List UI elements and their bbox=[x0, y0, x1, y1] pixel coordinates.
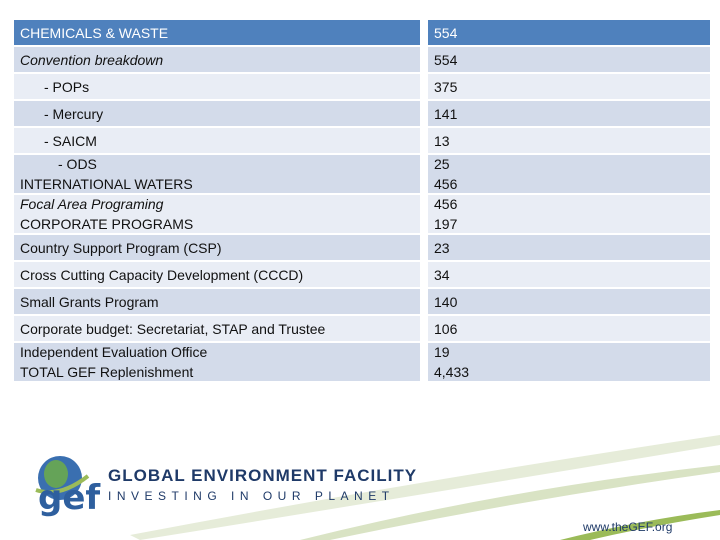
org-name: GLOBAL ENVIRONMENT FACILITY bbox=[108, 466, 418, 485]
row-value: 141 bbox=[428, 101, 710, 128]
website-url: www.theGEF.org bbox=[583, 520, 673, 534]
row-label: - Mercury bbox=[14, 101, 428, 128]
row-label: CHEMICALS & WASTE bbox=[14, 20, 428, 47]
row-value: 554 bbox=[428, 47, 710, 74]
row-label: - ODS INTERNATIONAL WATERS bbox=[14, 155, 428, 195]
row-label-line1: Focal Area Programing bbox=[20, 196, 164, 212]
row-value: 19 4,433 bbox=[428, 343, 710, 383]
table-row: - SAICM 13 bbox=[14, 128, 710, 155]
table-row: CHEMICALS & WASTE 554 bbox=[14, 20, 710, 47]
row-value-line1: 19 bbox=[434, 344, 450, 360]
data-table: CHEMICALS & WASTE 554 Convention breakdo… bbox=[14, 20, 710, 383]
row-value: 34 bbox=[428, 262, 710, 289]
row-value-line2: 4,433 bbox=[434, 364, 470, 380]
row-label-line2: TOTAL GEF Replenishment bbox=[20, 364, 194, 380]
row-label: Convention breakdown bbox=[14, 47, 428, 74]
table-row: - POPs 375 bbox=[14, 74, 710, 101]
row-label-line2: CORPORATE PROGRAMS bbox=[20, 216, 194, 232]
table-row: Small Grants Program 140 bbox=[14, 289, 710, 316]
table-row: Convention breakdown 554 bbox=[14, 47, 710, 74]
row-label: Corporate budget: Secretariat, STAP and … bbox=[14, 316, 428, 343]
row-value: 375 bbox=[428, 74, 710, 101]
row-label: Focal Area Programing CORPORATE PROGRAMS bbox=[14, 195, 428, 235]
row-label: - POPs bbox=[14, 74, 428, 101]
row-label: Independent Evaluation Office TOTAL GEF … bbox=[14, 343, 428, 383]
row-label: Country Support Program (CSP) bbox=[14, 235, 428, 262]
row-value: 456 197 bbox=[428, 195, 710, 235]
swoosh-shape bbox=[300, 465, 720, 540]
row-value: 23 bbox=[428, 235, 710, 262]
row-value-line1: 456 bbox=[434, 196, 458, 212]
swoosh-shape bbox=[130, 435, 720, 540]
table-row: Focal Area Programing CORPORATE PROGRAMS… bbox=[14, 195, 710, 235]
table-row: - ODS INTERNATIONAL WATERS 25 456 bbox=[14, 155, 710, 195]
row-label: Small Grants Program bbox=[14, 289, 428, 316]
table-row: Country Support Program (CSP) 23 bbox=[14, 235, 710, 262]
row-value: 25 456 bbox=[428, 155, 710, 195]
table-row: Cross Cutting Capacity Development (CCCD… bbox=[14, 262, 710, 289]
row-value-line2: 456 bbox=[434, 176, 458, 192]
row-value: 106 bbox=[428, 316, 710, 343]
org-tagline: INVESTING IN OUR PLANET bbox=[108, 489, 395, 503]
swoosh-shape bbox=[560, 510, 720, 540]
table-row: Independent Evaluation Office TOTAL GEF … bbox=[14, 343, 710, 383]
row-value: 13 bbox=[428, 128, 710, 155]
org-branding: GLOBAL ENVIRONMENT FACILITY INVESTING IN… bbox=[108, 466, 417, 503]
table-row: - Mercury 141 bbox=[14, 101, 710, 128]
row-label-line1: Independent Evaluation Office bbox=[20, 344, 208, 360]
gef-logo-text: gef bbox=[38, 478, 101, 518]
row-value: 554 bbox=[428, 20, 710, 47]
row-label: - SAICM bbox=[14, 128, 428, 155]
row-value: 140 bbox=[428, 289, 710, 316]
row-value-line1: 25 bbox=[434, 156, 450, 172]
footer-decoration bbox=[130, 435, 720, 540]
table-row: Corporate budget: Secretariat, STAP and … bbox=[14, 316, 710, 343]
row-value-line2: 197 bbox=[434, 216, 458, 232]
row-label-line1: - ODS bbox=[58, 156, 97, 172]
row-label: Cross Cutting Capacity Development (CCCD… bbox=[14, 262, 428, 289]
row-label-line2: INTERNATIONAL WATERS bbox=[20, 176, 193, 192]
globe-icon bbox=[35, 456, 90, 500]
